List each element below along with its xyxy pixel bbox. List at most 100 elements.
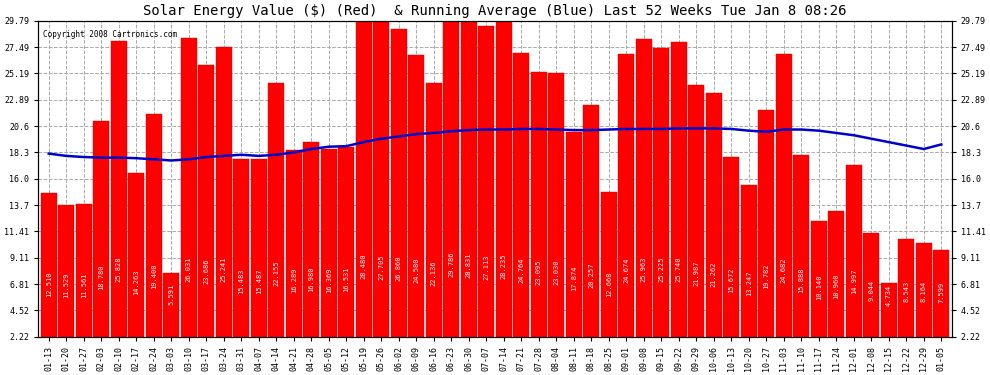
Bar: [724, 157, 740, 337]
Text: 28.235: 28.235: [501, 254, 507, 279]
Text: 21.262: 21.262: [711, 261, 717, 287]
Text: 22.155: 22.155: [273, 261, 279, 286]
Text: 25.740: 25.740: [676, 256, 682, 282]
Bar: [216, 47, 232, 337]
Text: 24.682: 24.682: [781, 258, 787, 283]
Text: 14.997: 14.997: [850, 268, 856, 294]
Bar: [460, 6, 477, 337]
Bar: [250, 159, 266, 337]
Bar: [758, 110, 774, 337]
Bar: [234, 159, 249, 337]
Bar: [373, 19, 389, 337]
Bar: [391, 29, 407, 337]
Text: 8.164: 8.164: [921, 281, 927, 302]
Bar: [531, 72, 546, 337]
Bar: [41, 194, 56, 337]
Bar: [478, 26, 494, 337]
Text: 25.828: 25.828: [116, 256, 122, 282]
Bar: [583, 105, 599, 337]
Text: 12.510: 12.510: [46, 272, 51, 297]
Bar: [163, 273, 179, 337]
Bar: [811, 220, 827, 337]
Text: 10.960: 10.960: [834, 273, 840, 299]
Text: 7.599: 7.599: [939, 281, 944, 303]
Text: 17.874: 17.874: [571, 266, 577, 291]
Bar: [706, 93, 722, 337]
Text: Copyright 2008 Cartronics.com: Copyright 2008 Cartronics.com: [43, 30, 177, 39]
Bar: [845, 165, 862, 337]
Bar: [444, 0, 459, 337]
Text: 23.095: 23.095: [536, 260, 542, 285]
Text: 25.225: 25.225: [658, 257, 664, 282]
Text: 5.591: 5.591: [168, 284, 174, 305]
Text: 14.263: 14.263: [134, 270, 140, 295]
Bar: [670, 42, 687, 337]
Bar: [934, 250, 949, 337]
Text: 22.136: 22.136: [431, 261, 437, 286]
Bar: [303, 142, 320, 337]
Text: 11.561: 11.561: [81, 273, 87, 298]
Bar: [146, 114, 161, 337]
Text: 15.483: 15.483: [239, 268, 245, 294]
Text: 23.030: 23.030: [553, 260, 559, 285]
Bar: [58, 205, 74, 337]
Bar: [741, 185, 756, 337]
Bar: [898, 239, 915, 337]
Bar: [496, 13, 512, 337]
Text: 29.786: 29.786: [448, 252, 454, 277]
Text: 15.888: 15.888: [798, 268, 804, 293]
Bar: [863, 233, 879, 337]
Text: 18.780: 18.780: [98, 264, 104, 290]
Text: 13.247: 13.247: [745, 271, 751, 296]
Text: 24.764: 24.764: [518, 258, 525, 283]
Bar: [321, 149, 337, 337]
Bar: [565, 132, 582, 337]
Text: 26.031: 26.031: [186, 256, 192, 282]
Text: 8.543: 8.543: [903, 280, 909, 302]
Bar: [111, 41, 127, 337]
Bar: [180, 38, 197, 337]
Bar: [286, 150, 302, 337]
Text: 12.668: 12.668: [606, 272, 612, 297]
Text: 16.531: 16.531: [344, 267, 349, 292]
Bar: [339, 147, 354, 337]
Bar: [128, 173, 145, 337]
Text: 15.487: 15.487: [255, 268, 261, 294]
Text: 25.241: 25.241: [221, 257, 227, 282]
Text: 15.672: 15.672: [729, 268, 735, 293]
Text: 24.674: 24.674: [624, 258, 630, 283]
Text: 9.044: 9.044: [868, 280, 874, 301]
Text: 16.369: 16.369: [326, 267, 332, 292]
Bar: [688, 85, 704, 337]
Text: 21.987: 21.987: [693, 261, 699, 286]
Bar: [793, 154, 810, 337]
Text: 27.705: 27.705: [378, 254, 384, 280]
Text: 20.257: 20.257: [588, 262, 594, 288]
Text: 24.580: 24.580: [413, 258, 419, 283]
Text: 19.400: 19.400: [150, 264, 156, 289]
Bar: [93, 122, 109, 337]
Text: 25.963: 25.963: [641, 256, 646, 282]
Bar: [548, 73, 564, 337]
Text: 19.782: 19.782: [763, 263, 769, 289]
Bar: [426, 83, 442, 337]
Text: 11.529: 11.529: [63, 273, 69, 298]
Bar: [355, 10, 372, 337]
Text: 16.980: 16.980: [308, 266, 314, 292]
Text: 27.113: 27.113: [483, 255, 489, 280]
Bar: [268, 83, 284, 337]
Bar: [618, 54, 635, 337]
Text: 28.480: 28.480: [360, 253, 366, 279]
Bar: [776, 54, 792, 337]
Bar: [916, 243, 932, 337]
Bar: [653, 48, 669, 337]
Text: 23.686: 23.686: [203, 259, 209, 284]
Text: 28.831: 28.831: [465, 253, 472, 278]
Title: Solar Energy Value ($) (Red)  & Running Average (Blue) Last 52 Weeks Tue Jan 8 0: Solar Energy Value ($) (Red) & Running A…: [144, 4, 846, 18]
Text: 4.734: 4.734: [886, 285, 892, 306]
Bar: [881, 282, 897, 337]
Bar: [75, 204, 92, 337]
Bar: [601, 192, 617, 337]
Bar: [513, 53, 530, 337]
Bar: [408, 55, 425, 337]
